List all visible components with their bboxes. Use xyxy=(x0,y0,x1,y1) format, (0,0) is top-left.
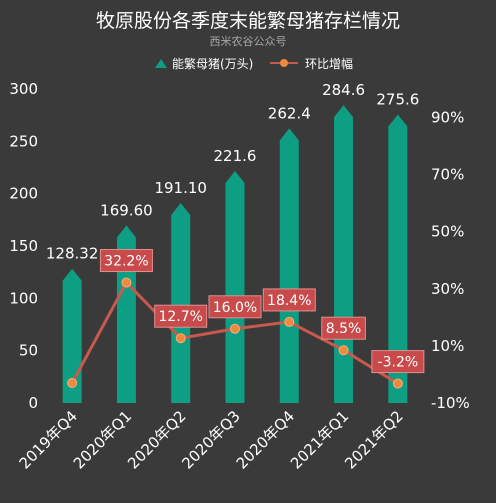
x-tick-label: 2019年Q4 xyxy=(16,407,81,472)
bar xyxy=(388,114,408,403)
growth-label-box xyxy=(321,316,366,340)
growth-label-box xyxy=(154,304,208,328)
growth-value-label: 18.4% xyxy=(267,293,311,309)
bar xyxy=(279,128,299,403)
growth-label-box xyxy=(262,288,316,312)
y-left-tick-label: 200 xyxy=(9,185,38,203)
growth-value-label: -3.2% xyxy=(378,355,419,371)
chart-title: 牧原股份各季度末能繁母猪存栏情况 xyxy=(95,10,400,32)
y-right-tick-label: 50% xyxy=(431,223,464,241)
growth-point xyxy=(338,345,349,356)
bar-value-label: 169.60 xyxy=(100,201,153,219)
bar-value-label: 275.6 xyxy=(376,91,419,109)
y-right-tick-label: 10% xyxy=(431,337,464,355)
bar xyxy=(225,171,245,403)
y-right-tick-label: -10% xyxy=(431,394,470,412)
bar-value-label: 262.4 xyxy=(268,104,311,122)
growth-label-box xyxy=(208,295,262,319)
y-right-tick-label: 30% xyxy=(431,280,464,298)
growth-point xyxy=(284,316,295,327)
y-left-tick-label: 0 xyxy=(28,394,38,412)
growth-point xyxy=(67,378,78,389)
y-left-tick-label: 250 xyxy=(9,132,38,150)
growth-point xyxy=(230,323,240,334)
chart-subtitle: 西米农谷公众号 xyxy=(209,35,287,48)
bar xyxy=(62,268,82,403)
x-tick-label: 2020年Q1 xyxy=(70,407,135,472)
y-left-tick-label: 100 xyxy=(9,289,38,307)
x-tick-label: 2021年Q2 xyxy=(341,407,406,472)
bar xyxy=(334,105,354,404)
bar-value-label: 221.6 xyxy=(214,147,257,165)
x-tick-label: 2020年Q2 xyxy=(124,407,189,472)
growth-value-label: 8.5% xyxy=(326,321,362,337)
growth-point xyxy=(392,378,403,389)
growth-value-label: 12.7% xyxy=(158,309,202,325)
bar-value-label: 284.6 xyxy=(322,81,365,99)
legend-line-label: 环比增幅 xyxy=(305,56,353,71)
legend-bar-swatch xyxy=(155,59,167,68)
growth-label-box xyxy=(371,350,425,374)
bar-value-label: 128.32 xyxy=(46,245,99,263)
growth-value-label: 32.2% xyxy=(104,254,148,270)
legend-bar-label: 能繁母猪(万头) xyxy=(172,56,253,71)
growth-point xyxy=(175,333,186,344)
y-right-tick-label: 90% xyxy=(431,109,464,127)
growth-label-box xyxy=(99,249,153,273)
bar-value-label: 191.10 xyxy=(154,179,207,197)
x-tick-label: 2020年Q4 xyxy=(233,407,298,472)
x-tick-label: 2020年Q3 xyxy=(178,407,243,472)
y-right-tick-label: 70% xyxy=(431,166,464,184)
y-left-tick-label: 150 xyxy=(9,237,38,255)
y-left-tick-label: 50 xyxy=(19,342,38,360)
legend-line-marker xyxy=(280,59,288,67)
x-tick-label: 2021年Q1 xyxy=(287,407,352,472)
growth-value-label: 16.0% xyxy=(213,300,257,316)
bar xyxy=(171,202,191,403)
y-left-tick-label: 300 xyxy=(9,80,38,98)
growth-point xyxy=(121,277,132,288)
